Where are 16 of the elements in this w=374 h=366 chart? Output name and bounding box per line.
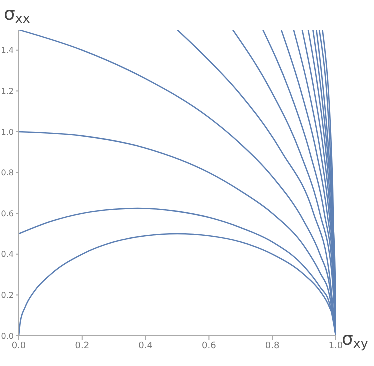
x-tick-label: 0.8 (265, 341, 280, 352)
y-tick-label: 0.6 (1, 209, 14, 218)
x-tick-label: 0.0 (12, 341, 26, 352)
y-tick-label: 0.0 (1, 332, 14, 341)
y-tick-label: 0.8 (1, 168, 14, 178)
y-tick-label: 1.2 (1, 87, 14, 96)
y-tick-label: 0.2 (1, 291, 14, 300)
x-tick-label: 0.2 (75, 341, 90, 352)
x-tick-label: 1.0 (328, 341, 344, 352)
x-axis-title: σ$_{xy}$ (342, 329, 369, 352)
x-tick-label: 0.4 (138, 341, 154, 352)
y-tick-label: 1.0 (1, 128, 14, 137)
y-axis-title: σ$_{xx}$ (4, 4, 31, 26)
y-tick-label: 0.4 (1, 250, 14, 260)
y-tick-label: 1.4 (1, 46, 14, 56)
x-tick-label: 0.6 (202, 341, 217, 352)
